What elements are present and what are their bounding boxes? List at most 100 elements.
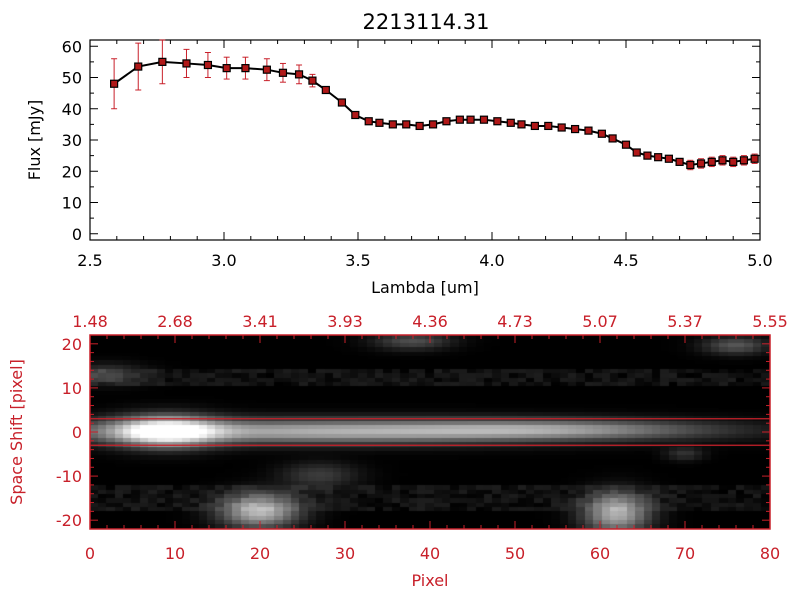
spectrum-point <box>506 118 515 127</box>
spectrum-x-tick-label: 2.5 <box>77 251 102 270</box>
spectrum-point <box>686 160 695 170</box>
spectrum-point <box>664 154 673 163</box>
image-container <box>90 335 770 529</box>
spectral-image-plot: 0 10 20 30 40 50 60 70 80 -20 -10 0 10 20 1.48 2.68 3.… <box>7 312 788 590</box>
spectrum-point <box>415 121 424 131</box>
spectrum-y-tick-label: 40 <box>62 100 82 119</box>
spectrum-point <box>739 156 749 165</box>
spectrum-point <box>493 117 502 126</box>
image-top-ticks: 1.48 2.68 3.41 3.93 4.36 4.73 5.07 5.37 5.55 <box>72 312 788 331</box>
spectrum-y-label: Flux [mJy] <box>25 100 44 181</box>
spectrum-x-tick-label: 3.0 <box>211 251 236 270</box>
spectrum-point <box>402 120 411 129</box>
spectrum-point <box>750 154 759 163</box>
image-x-tick-label: 0 <box>85 544 95 563</box>
spectrum-point <box>654 153 663 162</box>
spectrum-point <box>278 68 288 77</box>
image-y-tick-label: -20 <box>56 511 82 530</box>
chart-title: 2213114.31 <box>363 10 490 34</box>
spectrum-series <box>110 39 759 171</box>
spectrum-point <box>696 159 706 168</box>
spectrum-x-ticks: 2.5 3.0 3.5 4.0 4.5 5.0 <box>77 40 773 270</box>
spectrum-frame <box>89 39 761 241</box>
spectrum-point <box>337 98 347 107</box>
spectrum-point <box>442 117 451 126</box>
spectrum-point <box>262 65 271 74</box>
spectrum-point <box>351 110 360 120</box>
spectral-image <box>90 335 770 529</box>
spectrum-point <box>621 140 631 149</box>
spectrum-point <box>222 64 231 73</box>
extraction-band <box>90 418 770 446</box>
image-top-tick-label: 3.41 <box>242 312 278 331</box>
spectrum-point <box>707 157 716 166</box>
spectrum-point <box>718 156 727 165</box>
image-x-tick-label: 10 <box>165 544 185 563</box>
spectrum-point <box>375 118 384 127</box>
image-y-tick-label: 10 <box>62 379 82 398</box>
spectrum-point <box>110 79 119 88</box>
spectrum-point <box>203 60 213 70</box>
spectrum-point <box>584 126 593 135</box>
spectrum-y-tick-label: 0 <box>72 225 82 244</box>
spectrum-x-tick-label: 4.5 <box>613 251 638 270</box>
spectrum-plot: 2.5 3.0 3.5 4.0 4.5 5.0 0 10 20 30 40 50 60 Lambda … <box>25 37 773 297</box>
spectrum-y-tick-label: 50 <box>62 69 82 88</box>
image-top-tick-label: 4.36 <box>412 312 448 331</box>
spectrum-point <box>479 115 489 124</box>
image-top-tick-label: 1.48 <box>72 312 108 331</box>
spectrum-point <box>517 120 526 129</box>
image-top-tick-label: 3.93 <box>327 312 363 331</box>
image-x-ticks: 0 10 20 30 40 50 60 70 80 <box>85 335 780 563</box>
spectrum-point <box>557 123 566 132</box>
spectrum-point <box>134 62 143 71</box>
spectrum-y-tick-label: 10 <box>62 194 82 213</box>
spectrum-point <box>241 64 250 73</box>
spectrum-point <box>570 124 580 134</box>
image-y-tick-label: 20 <box>62 335 82 354</box>
spectrum-point <box>294 70 304 79</box>
image-x-tick-label: 30 <box>335 544 355 563</box>
image-top-tick-label: 5.07 <box>582 312 618 331</box>
image-top-tick-label: 5.55 <box>752 312 788 331</box>
image-x-tick-label: 50 <box>505 544 525 563</box>
image-x-tick-label: 20 <box>250 544 270 563</box>
spectrum-point <box>321 85 330 95</box>
image-x-tick-label: 60 <box>590 544 610 563</box>
spectrum-point <box>608 134 617 143</box>
spectrum-point <box>632 148 641 157</box>
spectrum-x-tick-label: 5.0 <box>747 251 772 270</box>
image-x-tick-label: 80 <box>760 544 780 563</box>
spectrum-x-label: Lambda [um] <box>371 278 479 297</box>
spectrum-y-tick-label: 20 <box>62 162 82 181</box>
spectrum-point <box>182 59 191 68</box>
image-top-tick-label: 2.68 <box>157 312 193 331</box>
image-x-label: Pixel <box>411 571 448 590</box>
spectrum-x-tick-label: 4.0 <box>479 251 504 270</box>
image-top-tick-label: 5.37 <box>667 312 703 331</box>
spectrum-point <box>364 117 373 126</box>
spectrum-y-ticks: 0 10 20 30 40 50 60 <box>62 37 760 244</box>
image-y-tick-label: 0 <box>72 423 82 442</box>
spectrum-point <box>428 120 438 129</box>
spectrum-point <box>388 120 397 129</box>
spectrum-point <box>466 115 475 124</box>
spectrum-point <box>158 57 167 66</box>
spectrum-point <box>530 121 539 131</box>
spectrum-x-tick-label: 3.5 <box>345 251 370 270</box>
image-y-tick-label: -10 <box>56 467 82 486</box>
spectrum-point <box>729 157 738 166</box>
image-x-tick-label: 40 <box>420 544 440 563</box>
image-y-ticks: -20 -10 0 10 20 <box>56 335 770 530</box>
spectrum-point <box>675 157 684 166</box>
spectrum-point <box>308 76 317 85</box>
spectrum-point <box>455 115 464 124</box>
image-top-tick-label: 4.73 <box>497 312 533 331</box>
spectrum-point <box>544 121 553 131</box>
spectrum-point <box>643 151 652 160</box>
image-y-label: Space Shift [pixel] <box>7 359 26 505</box>
spectrum-y-tick-label: 30 <box>62 131 82 150</box>
image-x-tick-label: 70 <box>675 544 695 563</box>
spectrum-y-tick-label: 60 <box>62 37 82 56</box>
spectrum-point <box>597 129 606 138</box>
